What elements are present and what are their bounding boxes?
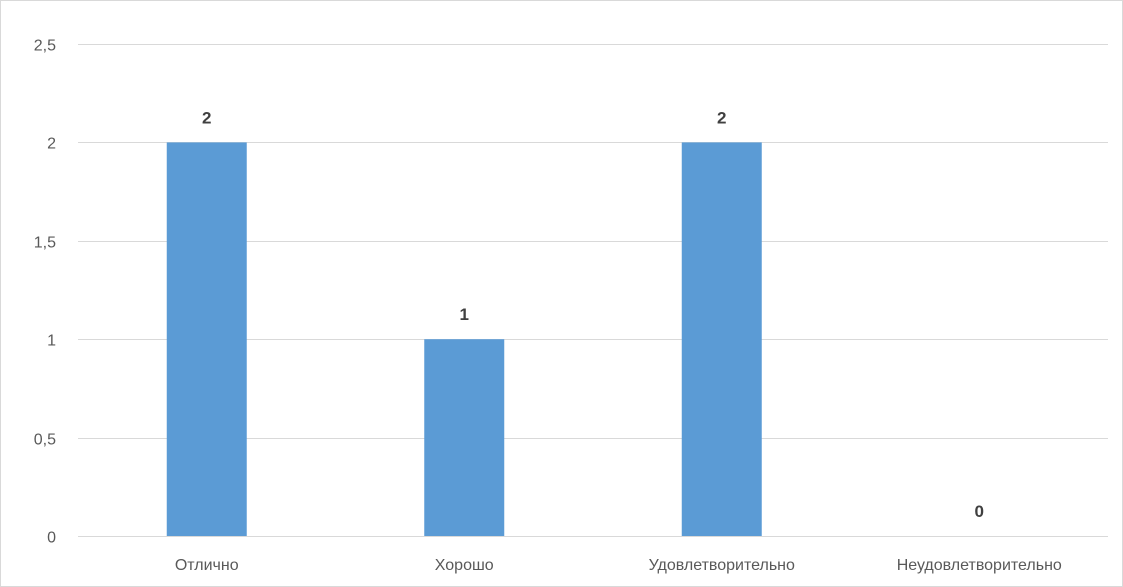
y-tick-label: 2,5 — [34, 38, 56, 55]
bar — [424, 339, 505, 536]
x-tick-label: Удовлетворительно — [649, 557, 795, 574]
x-tick-label: Отлично — [175, 557, 239, 574]
y-tick-label: 1,5 — [34, 235, 56, 252]
x-axis-ticks: Отлично Хорошо Удовлетворительно Неудовлетв… — [175, 557, 1062, 574]
data-label: 1 — [460, 305, 469, 324]
gridlines — [78, 44, 1108, 537]
bar — [166, 142, 247, 536]
x-tick-label: Неудовлетворительно — [897, 557, 1062, 574]
y-tick-label: 1 — [47, 333, 56, 350]
bar — [681, 142, 762, 536]
data-label: 2 — [717, 108, 726, 127]
y-axis-ticks: 0 0,5 1 1,5 2 2,5 — [34, 38, 56, 547]
data-label: 0 — [975, 502, 984, 521]
data-labels: 2 1 2 0 — [202, 108, 984, 521]
y-tick-label: 2 — [47, 136, 56, 153]
bars — [166, 142, 762, 536]
y-tick-label: 0,5 — [34, 432, 56, 449]
x-tick-label: Хорошо — [435, 557, 494, 574]
y-tick-label: 0 — [47, 530, 56, 547]
data-label: 2 — [202, 108, 211, 127]
